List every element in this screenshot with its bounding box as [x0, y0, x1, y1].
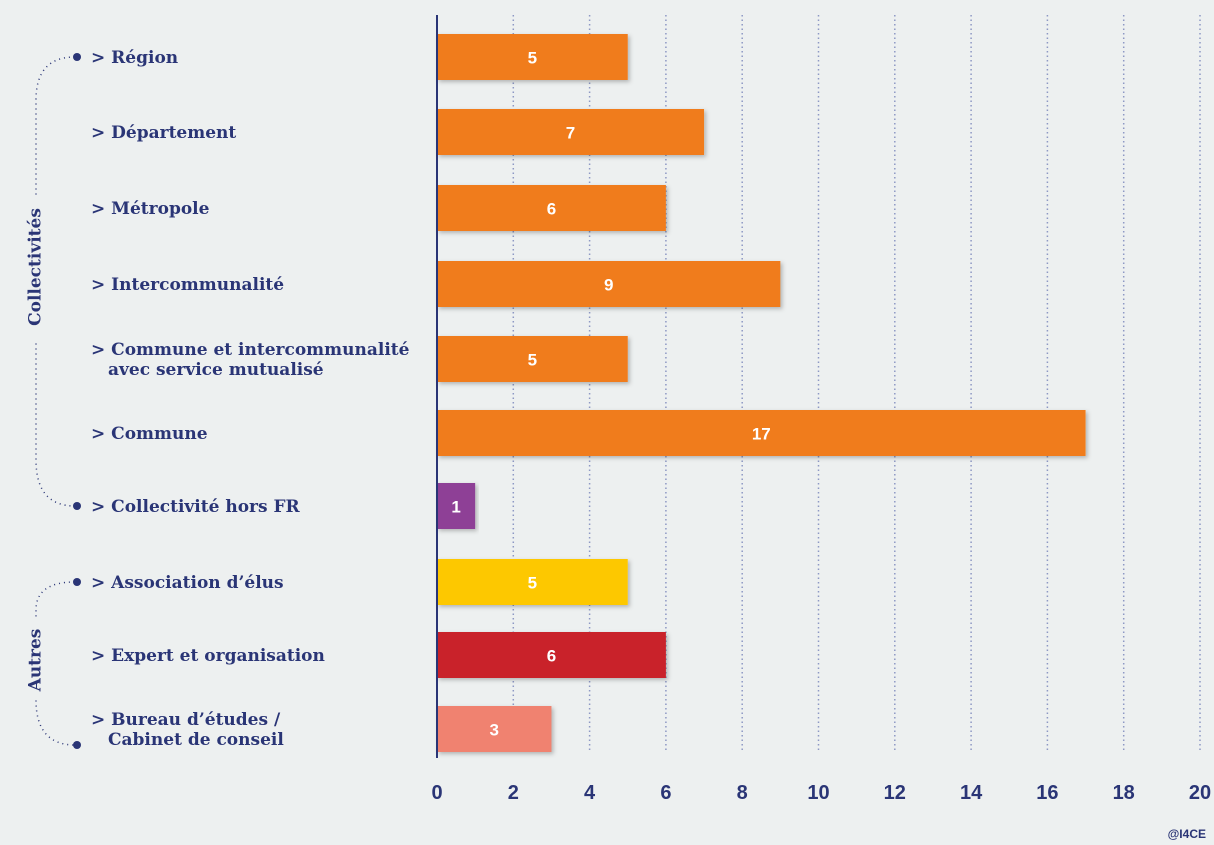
bar — [437, 109, 705, 155]
x-tick-label: 20 — [1189, 782, 1211, 804]
bar — [437, 336, 628, 382]
x-tick-label: 14 — [960, 782, 983, 804]
category-label: > Métropole — [91, 199, 210, 219]
category-label: > Bureau d’études / Cabinet de conseil — [91, 710, 284, 750]
category-label: > Intercommunalité — [91, 275, 284, 295]
category-line: > Commune et intercommunalité — [91, 340, 410, 360]
x-tick-label: 12 — [884, 782, 906, 804]
x-tick-label: 2 — [508, 782, 519, 804]
x-tick-label: 16 — [1036, 782, 1058, 804]
category-line: > Bureau d’études / — [91, 710, 281, 730]
value-label: 7 — [566, 123, 575, 142]
x-tick-label: 0 — [431, 782, 442, 804]
group-label-bg — [22, 620, 50, 700]
group-label: Collectivités — [26, 208, 46, 326]
value-label: 6 — [547, 199, 556, 218]
category-label: > Département — [91, 123, 236, 143]
bar — [437, 410, 1086, 456]
value-label: 5 — [528, 48, 537, 67]
value-label: 5 — [528, 573, 537, 592]
bar — [437, 559, 628, 605]
x-tick-label: 8 — [737, 782, 748, 804]
x-tick-label: 6 — [660, 782, 671, 804]
bracket-dots — [73, 53, 81, 749]
credit: @I4CE — [1168, 827, 1206, 841]
category-label: > Collectivité hors FR — [91, 497, 301, 517]
value-label: 17 — [752, 424, 771, 443]
bar — [437, 632, 666, 678]
category-label: > Commune — [91, 424, 208, 444]
category-label: > Expert et organisation — [91, 646, 325, 666]
bar — [437, 185, 666, 231]
bar — [437, 261, 781, 307]
x-tick-label: 4 — [584, 782, 596, 804]
category-label: > Commune et intercommunalité avec servic… — [91, 340, 410, 380]
bar — [437, 483, 476, 529]
category-label: > Association d’élus — [91, 573, 284, 593]
bar — [437, 34, 628, 80]
value-label: 9 — [604, 275, 613, 294]
value-label: 3 — [489, 720, 498, 739]
value-label: 6 — [547, 646, 556, 665]
category-label: > Région — [91, 48, 178, 68]
x-tick-label: 10 — [807, 782, 829, 804]
value-label: 1 — [451, 497, 460, 516]
group-label-bg — [22, 195, 50, 340]
category-line: avec service mutualisé — [108, 360, 324, 380]
group-label: Autres — [26, 629, 46, 693]
category-line: Cabinet de conseil — [108, 730, 284, 750]
value-label: 5 — [528, 350, 537, 369]
bar — [437, 706, 552, 752]
x-tick-label: 18 — [1113, 782, 1135, 804]
